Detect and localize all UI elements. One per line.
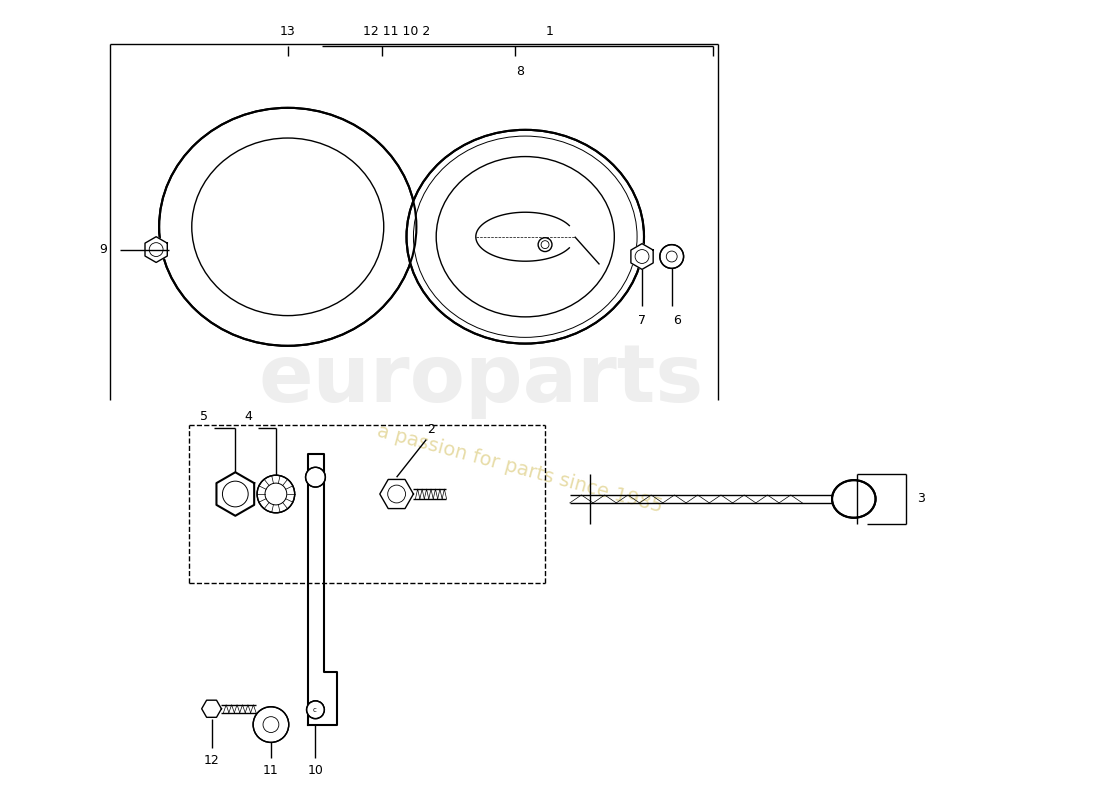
- Text: 9: 9: [99, 243, 107, 256]
- Text: 2: 2: [427, 423, 436, 436]
- Polygon shape: [631, 244, 653, 270]
- Text: a passion for parts since 1985: a passion for parts since 1985: [375, 422, 666, 517]
- Polygon shape: [145, 237, 167, 262]
- Text: 10: 10: [308, 764, 323, 777]
- Text: 6: 6: [673, 314, 681, 327]
- Ellipse shape: [832, 480, 876, 518]
- Text: c: c: [312, 706, 317, 713]
- Text: 12: 12: [204, 754, 219, 766]
- Circle shape: [253, 706, 289, 742]
- Circle shape: [257, 475, 295, 513]
- Text: 8: 8: [516, 65, 525, 78]
- Circle shape: [306, 467, 326, 487]
- Circle shape: [307, 701, 324, 718]
- Text: 11: 11: [263, 764, 278, 777]
- Circle shape: [660, 245, 683, 268]
- Text: 13: 13: [279, 26, 296, 38]
- Text: 3: 3: [917, 493, 925, 506]
- Polygon shape: [201, 700, 221, 718]
- Text: 12 11 10 2: 12 11 10 2: [363, 26, 430, 38]
- Polygon shape: [217, 472, 254, 516]
- Text: 5: 5: [199, 410, 208, 423]
- Text: 1: 1: [546, 26, 554, 38]
- Polygon shape: [379, 479, 414, 509]
- Ellipse shape: [160, 108, 417, 346]
- Circle shape: [538, 238, 552, 251]
- Ellipse shape: [407, 130, 644, 343]
- Text: europarts: europarts: [258, 342, 703, 419]
- Text: 7: 7: [638, 314, 646, 327]
- Text: 4: 4: [244, 410, 252, 423]
